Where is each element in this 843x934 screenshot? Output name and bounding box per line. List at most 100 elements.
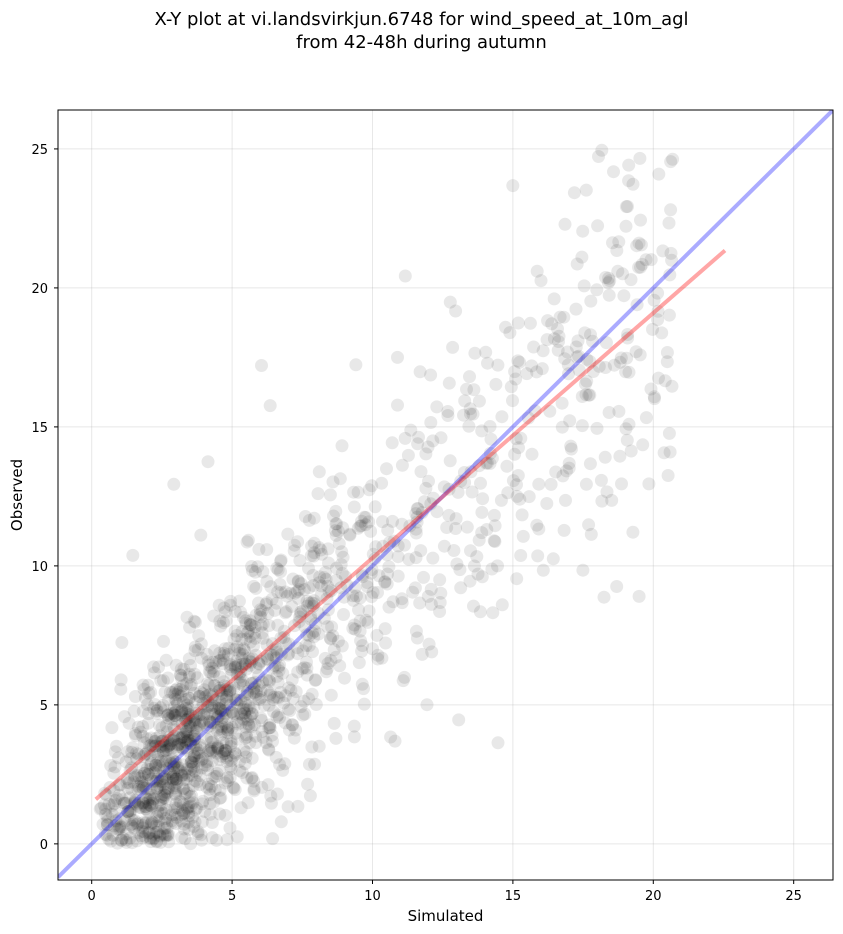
data-point xyxy=(186,810,200,824)
data-point xyxy=(122,776,136,790)
data-point xyxy=(181,734,195,748)
data-point xyxy=(248,675,262,689)
y-tick-label: 20 xyxy=(31,282,48,297)
data-point xyxy=(320,662,334,676)
data-point xyxy=(185,759,199,773)
data-point xyxy=(274,554,288,568)
data-point xyxy=(114,682,128,696)
data-point xyxy=(143,798,156,812)
data-point xyxy=(388,734,402,748)
data-point xyxy=(251,692,265,706)
data-point xyxy=(188,640,202,654)
data-point xyxy=(153,807,167,820)
data-point xyxy=(149,739,163,753)
data-point xyxy=(176,741,190,755)
data-point xyxy=(184,837,198,851)
data-point xyxy=(202,777,215,791)
data-point xyxy=(239,617,253,630)
data-point xyxy=(651,286,665,300)
data-point xyxy=(108,745,122,759)
data-point xyxy=(117,796,131,810)
data-point xyxy=(245,771,259,784)
data-point xyxy=(306,599,320,613)
data-point xyxy=(355,568,369,582)
data-point xyxy=(180,677,194,691)
data-point xyxy=(606,236,619,250)
data-point xyxy=(171,743,185,757)
data-point xyxy=(168,808,182,822)
data-point xyxy=(136,824,150,838)
data-point xyxy=(233,764,247,778)
data-point xyxy=(221,684,234,698)
data-point xyxy=(167,760,181,774)
data-point xyxy=(607,165,620,179)
data-point xyxy=(491,559,504,573)
data-point xyxy=(233,643,247,657)
data-point xyxy=(144,772,158,786)
data-point xyxy=(156,775,169,789)
data-point xyxy=(190,766,203,780)
data-point xyxy=(171,761,185,775)
chart-title: X-Y plot at vi.landsvirkjun.6748 for win… xyxy=(0,8,843,54)
data-point xyxy=(243,710,257,724)
data-point xyxy=(145,788,159,802)
data-point xyxy=(353,614,367,628)
data-point xyxy=(149,731,163,745)
data-point xyxy=(307,597,321,610)
data-point xyxy=(368,552,382,566)
data-point xyxy=(109,814,123,828)
data-point xyxy=(217,675,231,689)
data-point xyxy=(188,774,202,787)
data-point xyxy=(274,553,288,567)
data-point xyxy=(176,742,190,756)
data-point xyxy=(272,664,286,678)
data-point xyxy=(260,596,274,610)
data-point xyxy=(579,477,593,491)
data-point xyxy=(192,754,206,767)
data-point xyxy=(175,808,188,822)
data-point xyxy=(506,474,520,488)
data-point xyxy=(207,795,221,809)
data-point xyxy=(171,685,185,699)
data-point xyxy=(112,822,126,836)
data-point xyxy=(382,560,396,574)
data-point xyxy=(203,797,217,811)
data-point xyxy=(662,426,676,440)
data-point xyxy=(338,671,351,685)
data-point xyxy=(475,424,489,438)
data-point xyxy=(458,394,472,408)
data-point xyxy=(195,797,209,811)
data-point xyxy=(166,686,180,699)
data-point xyxy=(182,806,196,820)
data-point xyxy=(616,267,629,281)
data-point xyxy=(376,515,389,529)
data-point xyxy=(527,340,541,354)
data-point xyxy=(219,692,233,706)
data-point xyxy=(169,772,183,786)
data-point xyxy=(300,661,314,675)
data-point xyxy=(227,781,241,795)
data-point xyxy=(159,792,173,806)
data-point xyxy=(156,698,170,712)
data-point xyxy=(187,779,200,793)
data-point xyxy=(183,667,196,681)
data-point xyxy=(617,289,631,303)
data-point xyxy=(214,728,227,742)
data-point xyxy=(243,736,257,750)
data-point xyxy=(376,539,390,553)
data-point xyxy=(214,619,228,633)
data-point xyxy=(146,796,160,810)
data-point xyxy=(223,771,237,784)
data-point xyxy=(172,763,186,777)
data-point xyxy=(349,358,363,372)
data-point xyxy=(224,598,237,612)
data-point xyxy=(313,570,327,584)
data-point xyxy=(201,655,215,669)
data-point xyxy=(173,683,187,696)
data-point xyxy=(530,518,544,532)
data-point xyxy=(193,749,207,763)
data-point xyxy=(306,568,320,582)
data-point xyxy=(470,550,484,564)
data-point xyxy=(569,340,583,354)
data-point xyxy=(220,755,234,768)
